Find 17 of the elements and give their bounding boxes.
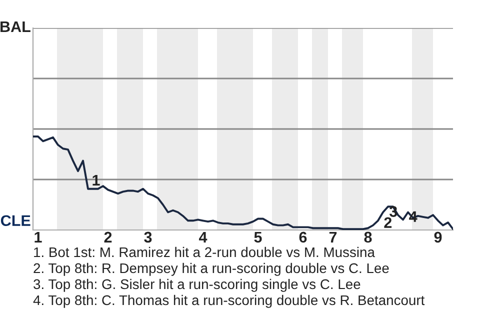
text: CLE [0,215,30,226]
x-tick-label: 6 [299,232,307,243]
x-tick-label: 2 [104,232,112,242]
x-tick-label: 5 [254,232,262,243]
annotation: 1 [92,174,100,186]
text: 4. Top 8th: C. Thomas hit a run-scoring double vs R. Betancourt [33,294,425,308]
x-tick-label: 9 [434,232,442,243]
text: 2. Top 8th: R. Dempsey hit a run-scoring double vs C. Lee [34,262,389,276]
x-tick-label: 8 [364,232,372,243]
x-tick-label: 7 [329,232,337,242]
x-tick-label: 1 [34,232,42,242]
text: 1. Bot 1st: M. Ramirez hit a 2-run double vs M. Mussina [34,246,375,258]
x-tick-label: 4 [198,232,208,242]
text: 3. Top 8th: G. Sisler hit a run-scoring single vs C. Lee [34,278,360,292]
text: BAL [0,21,30,32]
x-tick-label: 3 [144,232,152,243]
annotation: 2 [384,217,392,228]
